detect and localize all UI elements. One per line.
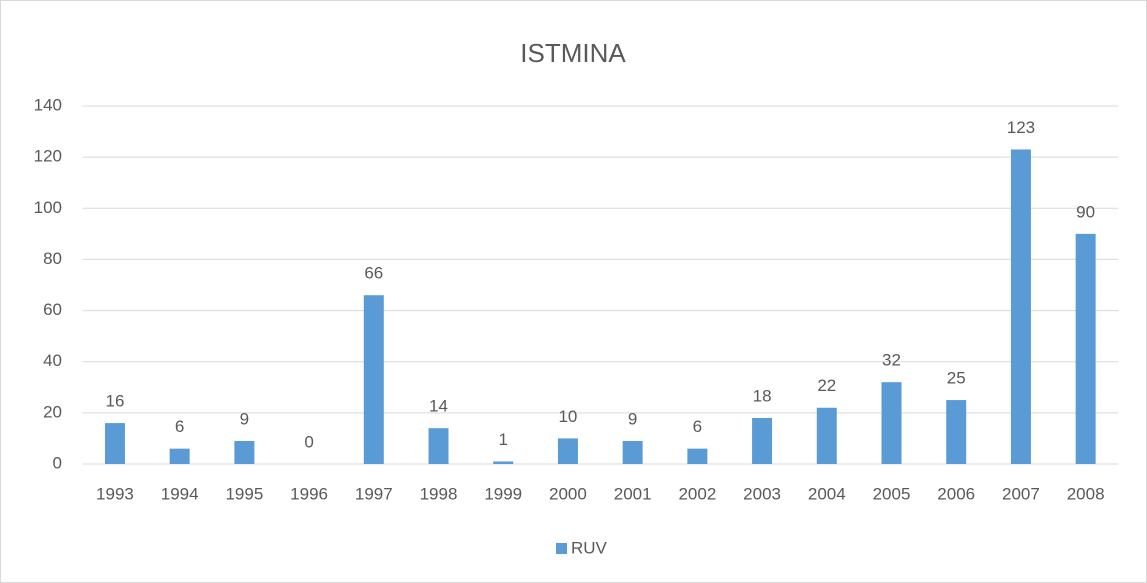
x-tick-label: 1995 [225,484,263,503]
data-label: 90 [1076,202,1095,221]
data-label: 16 [105,392,124,411]
data-label: 9 [240,409,249,428]
bar [881,382,902,464]
x-tick-label: 2008 [1067,484,1105,503]
x-tick-label: 2007 [1002,484,1040,503]
bar [363,295,384,464]
legend-label: RUV [571,538,608,557]
bar [816,407,837,464]
bar [493,461,514,464]
data-label: 66 [364,264,383,283]
x-tick-label: 2000 [549,484,587,503]
bar [234,440,255,464]
bar [169,448,190,464]
data-label: 0 [304,432,313,451]
data-label: 123 [1007,118,1035,137]
y-tick-label: 60 [43,300,62,319]
bar [622,440,643,464]
y-tick-label: 140 [34,95,62,114]
x-tick-label: 2005 [873,484,911,503]
data-label: 10 [558,407,577,426]
y-tick-label: 80 [43,249,62,268]
bar [752,417,773,464]
x-tick-label: 1993 [96,484,134,503]
bar [428,428,449,464]
x-tick-label: 2006 [937,484,975,503]
x-tick-label: 1994 [161,484,199,503]
data-label: 25 [947,369,966,388]
bar [687,448,708,464]
x-tick-label: 1998 [420,484,458,503]
x-tick-label: 2004 [808,484,846,503]
y-tick-label: 0 [53,453,62,472]
bar [104,423,125,464]
bar [1010,149,1031,464]
x-tick-label: 2001 [614,484,652,503]
bar [557,438,578,464]
data-label: 14 [429,397,448,416]
x-tick-label: 2002 [678,484,716,503]
x-tick-label: 1999 [484,484,522,503]
legend-swatch [556,543,567,554]
x-tick-label: 1997 [355,484,393,503]
data-label: 6 [175,417,184,436]
data-label: 32 [882,351,901,370]
x-tick-label: 2003 [743,484,781,503]
data-label: 18 [753,386,772,405]
data-label: 9 [628,409,637,428]
x-tick-label: 1996 [290,484,328,503]
y-tick-label: 120 [34,147,62,166]
data-label: 22 [817,376,836,395]
chart-title: ISTMINA [520,38,626,68]
y-tick-label: 100 [34,198,62,217]
data-label: 6 [693,417,702,436]
y-tick-label: 20 [43,402,62,421]
data-label: 1 [498,430,507,449]
bar [1075,233,1096,464]
y-tick-label: 40 [43,351,62,370]
bar [946,400,967,464]
